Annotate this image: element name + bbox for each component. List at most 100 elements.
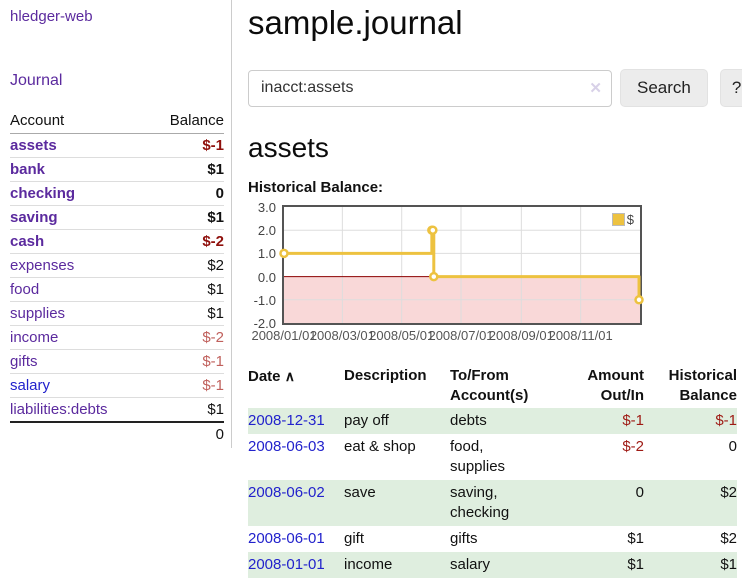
register-header-date[interactable]: Date ∧ — [248, 364, 344, 408]
historical-balance-chart: 3.0 2.0 1.0 0.0 -1.0 -2.0 $ 2008/01/01 2008/03… — [248, 200, 740, 347]
accounts-table: Account Balance assets $-1 bank $1 check… — [10, 109, 224, 446]
register-header-accounts: To/From Account(s) — [450, 367, 529, 404]
y-tick-label: -1.0 — [253, 292, 276, 308]
transaction-balance: $-1 — [715, 412, 737, 429]
page-title: sample.journal — [248, 4, 463, 41]
transaction-description: save — [344, 484, 376, 501]
transaction-balance: 0 — [728, 438, 737, 455]
account-row-saving: saving $1 — [10, 205, 224, 230]
account-balance: $1 — [147, 301, 224, 326]
transaction-description: eat & shop — [344, 438, 416, 455]
account-balance: $-1 — [147, 133, 224, 158]
transaction-balance: $2 — [720, 530, 737, 547]
chart-legend: $ — [609, 211, 636, 228]
account-balance: $1 — [147, 397, 224, 423]
account-row-cash: cash $-2 — [10, 229, 224, 254]
account-row-supplies: supplies $1 — [10, 301, 224, 326]
account-link-income[interactable]: income — [10, 329, 59, 346]
account-link-cash[interactable]: cash — [10, 233, 45, 250]
y-tick-label: 3.0 — [257, 200, 276, 215]
transaction-amount: 0 — [635, 484, 644, 501]
account-link-food[interactable]: food — [10, 281, 40, 298]
transaction-accounts: debts — [450, 412, 487, 429]
x-tick-label: 2008/03/01 — [309, 328, 375, 343]
accounts-header-account: Account — [10, 109, 148, 134]
account-balance: $1 — [147, 277, 224, 302]
transaction-balance: $2 — [720, 484, 737, 501]
register-header-balance: Historical Balance — [668, 367, 737, 404]
account-link-expenses[interactable]: expenses — [10, 257, 75, 274]
account-link-checking[interactable]: checking — [10, 185, 76, 202]
register-header-amount: Amount Out/In — [587, 367, 644, 404]
transaction-amount: $1 — [627, 556, 644, 573]
transaction-amount: $-1 — [622, 412, 644, 429]
account-row-gifts: gifts $-1 — [10, 349, 224, 374]
transaction-accounts: gifts — [450, 530, 478, 547]
accounts-header-row: Account Balance — [10, 109, 224, 134]
register-header-description: Description — [344, 367, 427, 384]
y-tick-label: 1.0 — [257, 246, 276, 262]
x-tick-label: 2008/05/01 — [369, 328, 435, 343]
account-balance: $1 — [147, 205, 224, 230]
transaction-date-link[interactable]: 2008-06-03 — [248, 438, 325, 455]
account-balance: $1 — [147, 157, 224, 182]
table-row: 2008-12-31 pay off debts $-1 $-1 — [248, 408, 737, 434]
account-link-saving[interactable]: saving — [10, 209, 58, 226]
account-link-liabilities-debts[interactable]: liabilities:debts — [10, 401, 108, 418]
help-button[interactable]: ? — [719, 69, 742, 107]
chart-title: Historical Balance: — [248, 179, 384, 196]
x-tick-label: 2008/07/01 — [428, 328, 494, 343]
account-row-salary: salary $-1 — [10, 373, 224, 398]
transaction-date-link[interactable]: 2008-12-31 — [248, 412, 325, 429]
table-row: 2008-06-03 eat & shop food, supplies $-2… — [248, 434, 737, 480]
account-link-gifts[interactable]: gifts — [10, 353, 38, 370]
table-row: 2008-01-01 income salary $1 $1 — [248, 552, 737, 578]
account-row-bank: bank $1 — [10, 157, 224, 182]
account-balance: $-2 — [147, 325, 224, 350]
account-row-checking: checking 0 — [10, 181, 224, 206]
transaction-description: income — [344, 556, 393, 573]
account-link-salary[interactable]: salary — [10, 377, 51, 394]
account-row-liabilities-debts: liabilities:debts $1 — [10, 397, 224, 423]
legend-label: $ — [626, 212, 634, 227]
accounts-total-balance: 0 — [147, 421, 224, 446]
transaction-description: pay off — [344, 412, 389, 429]
chart-canvas — [279, 207, 644, 323]
search-button[interactable]: Search — [620, 69, 708, 107]
account-balance: $-1 — [147, 373, 224, 398]
transaction-accounts: salary — [450, 556, 491, 573]
account-link-supplies[interactable]: supplies — [10, 305, 66, 322]
register-table: Date ∧ Description To/From Account(s) Am… — [248, 364, 737, 578]
account-row-food: food $1 — [10, 277, 224, 302]
table-row: 2008-06-01 gift gifts $1 $2 — [248, 526, 737, 552]
app-title-link[interactable]: hledger-web — [10, 8, 93, 25]
clear-search-icon[interactable]: ✕ — [589, 79, 602, 97]
chart-plot-area: $ — [279, 205, 644, 325]
account-row-expenses: expenses $2 — [10, 253, 224, 278]
transaction-accounts: food, supplies — [450, 438, 506, 475]
transaction-date-link[interactable]: 2008-01-01 — [248, 556, 325, 573]
accounts-total-row: 0 — [10, 421, 224, 446]
x-tick-label: 2008/11/01 — [548, 328, 613, 343]
y-tick-label: -2.0 — [253, 316, 276, 331]
search-input[interactable] — [248, 69, 612, 107]
transaction-balance: $1 — [720, 556, 737, 573]
account-heading: assets — [248, 132, 329, 163]
account-link-assets[interactable]: assets — [10, 137, 57, 154]
sidebar-item-journal[interactable]: Journal — [10, 72, 63, 89]
sort-ascending-icon: ∧ — [284, 368, 295, 384]
sidebar: hledger-web Journal Account Balance asse… — [0, 0, 232, 448]
account-link-bank[interactable]: bank — [10, 161, 46, 178]
x-tick-label: 2008/01/01 — [251, 328, 317, 343]
transaction-date-link[interactable]: 2008-06-01 — [248, 530, 325, 547]
transaction-accounts: saving, checking — [450, 484, 510, 521]
transaction-date-link[interactable]: 2008-06-02 — [248, 484, 325, 501]
search-form: ✕ Search ? — [248, 69, 742, 107]
transaction-amount: $-2 — [622, 438, 644, 455]
transaction-amount: $1 — [627, 530, 644, 547]
y-tick-label: 0.0 — [257, 269, 276, 285]
y-tick-label: 2.0 — [257, 223, 276, 239]
account-balance: $-2 — [147, 229, 224, 254]
account-row-income: income $-2 — [10, 325, 224, 350]
legend-swatch-icon — [611, 213, 625, 226]
